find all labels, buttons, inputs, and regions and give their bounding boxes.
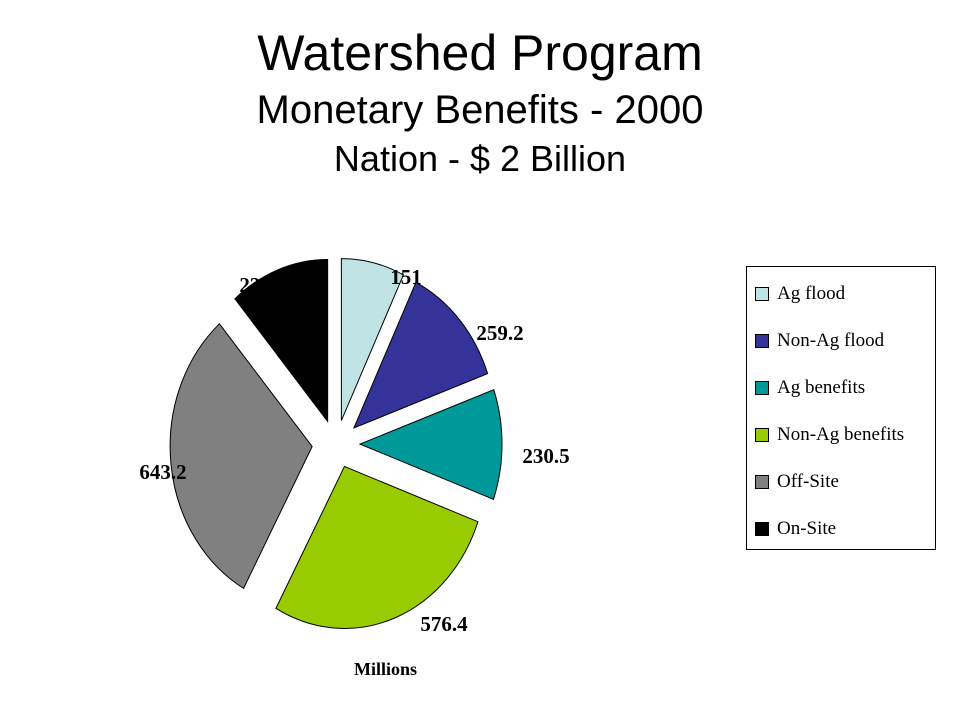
chart-title-block: Watershed Program Monetary Benefits - 20… xyxy=(0,22,960,182)
legend-item: Off-Site xyxy=(755,469,839,495)
legend-swatch xyxy=(755,522,769,536)
unit-caption: Millions xyxy=(354,659,418,679)
chart-legend: Ag flood Non-Ag flood Ag benefits Non-Ag be… xyxy=(746,266,936,550)
legend-swatch xyxy=(755,287,769,301)
pie-slice-off-site xyxy=(169,323,313,590)
pie-slice-non-ag-flood xyxy=(352,281,489,429)
legend-label: On-Site xyxy=(777,518,837,539)
data-label: 237.6 xyxy=(239,273,286,297)
legend-label: Ag flood xyxy=(777,283,846,304)
chart-title: Watershed Program xyxy=(257,25,703,81)
legend-item: On-Site xyxy=(755,516,836,542)
legend-item: Non-Ag flood xyxy=(755,328,884,354)
legend-item: Ag benefits xyxy=(755,375,865,401)
legend-swatch xyxy=(755,475,769,489)
data-label: 576.4 xyxy=(420,612,468,636)
chart-subtitle: Monetary Benefits - 2000 xyxy=(256,88,704,132)
pie-slice-on-site xyxy=(234,259,329,423)
legend-swatch xyxy=(755,381,769,395)
legend-label: Non-Ag flood xyxy=(777,330,885,351)
data-label: 230.5 xyxy=(522,444,569,468)
legend-label: Off-Site xyxy=(777,471,839,492)
pie-slice-ag-flood xyxy=(340,258,405,421)
pie-slice-non-ag-benefits xyxy=(275,465,479,629)
legend-label: Non-Ag benefits xyxy=(777,424,905,445)
legend-swatch xyxy=(755,428,769,442)
pie-slice-ag-benefits xyxy=(358,389,503,500)
legend-swatch xyxy=(755,334,769,348)
chart-subtitle-secondary: Nation - $ 2 Billion xyxy=(333,138,627,179)
data-label: 643.2 xyxy=(139,460,186,484)
legend-item: Non-Ag benefits xyxy=(755,422,904,448)
legend-label: Ag benefits xyxy=(777,377,866,398)
legend-item: Ag flood xyxy=(755,281,845,307)
data-label: 259.2 xyxy=(476,321,523,345)
